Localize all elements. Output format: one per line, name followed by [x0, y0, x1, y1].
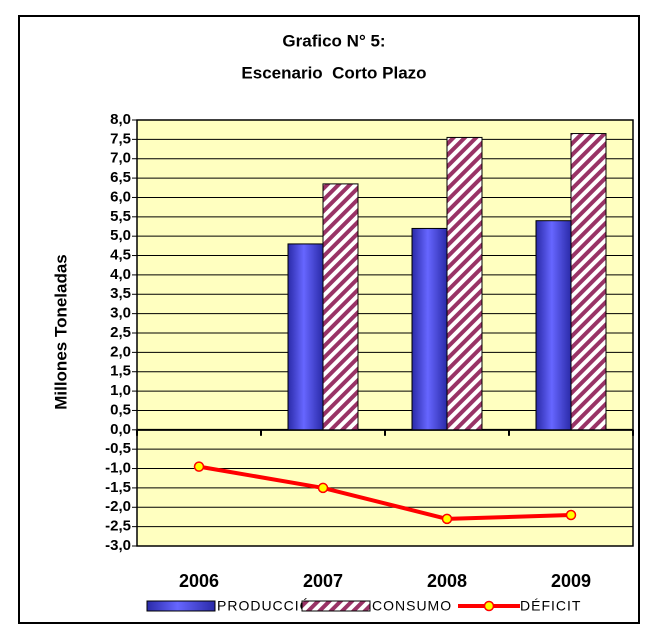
y-tick-label: 7,5	[110, 130, 131, 147]
bar	[535, 220, 572, 431]
x-tick-label: 2007	[303, 571, 343, 591]
bar	[411, 227, 448, 431]
y-tick-label: 1,5	[110, 363, 131, 380]
y-tick-label: 5,5	[110, 208, 131, 225]
x-tick-label: 2009	[551, 571, 591, 591]
legend-swatch	[146, 600, 216, 612]
y-tick-label: 2,0	[110, 343, 131, 360]
y-tick-label: -3,0	[105, 537, 131, 554]
y-tick-label: 3,5	[110, 285, 131, 302]
y-tick-label: -1,0	[105, 460, 131, 477]
x-tick-label: 2008	[427, 571, 467, 591]
y-tick-label: 8,0	[110, 111, 131, 128]
bar	[322, 183, 359, 431]
legend-label: DÉFICIT	[520, 598, 581, 614]
y-tick-label: 6,0	[110, 188, 131, 205]
chart-title: Grafico N° 5:	[282, 31, 385, 50]
line-marker	[317, 482, 329, 494]
y-tick-label: 1,0	[110, 382, 131, 399]
y-tick-label: 7,0	[110, 150, 131, 167]
bar	[287, 243, 324, 431]
legend-swatch	[301, 600, 371, 612]
y-tick-label: 4,0	[110, 266, 131, 283]
line-marker	[441, 513, 453, 525]
legend-swatch	[483, 600, 495, 612]
bar	[570, 133, 607, 431]
y-tick-label: -1,5	[105, 479, 131, 496]
line	[198, 464, 572, 521]
y-tick-label: -2,5	[105, 518, 131, 535]
line-marker	[193, 461, 205, 472]
bar	[446, 136, 483, 431]
line-marker	[565, 509, 577, 521]
y-tick-label: 6,5	[110, 169, 131, 186]
y-axis-label: Millones Toneladas	[51, 254, 70, 410]
y-tick-label: 5,0	[110, 227, 131, 244]
y-tick-label: -2,0	[105, 498, 131, 515]
y-tick-label: 0,0	[110, 421, 131, 438]
y-tick-label: 0,5	[110, 401, 131, 418]
y-tick-label: 2,5	[110, 324, 131, 341]
legend-label: CONSUMO	[372, 598, 452, 614]
legend-label: PRODUCCIÓN	[217, 598, 323, 614]
y-tick-label: 4,5	[110, 247, 131, 264]
chart-subtitle: Escenario Corto Plazo	[241, 63, 426, 82]
y-tick-label: 3,0	[110, 305, 131, 322]
x-tick-label: 2006	[179, 571, 219, 591]
y-tick-label: -0,5	[105, 440, 131, 457]
